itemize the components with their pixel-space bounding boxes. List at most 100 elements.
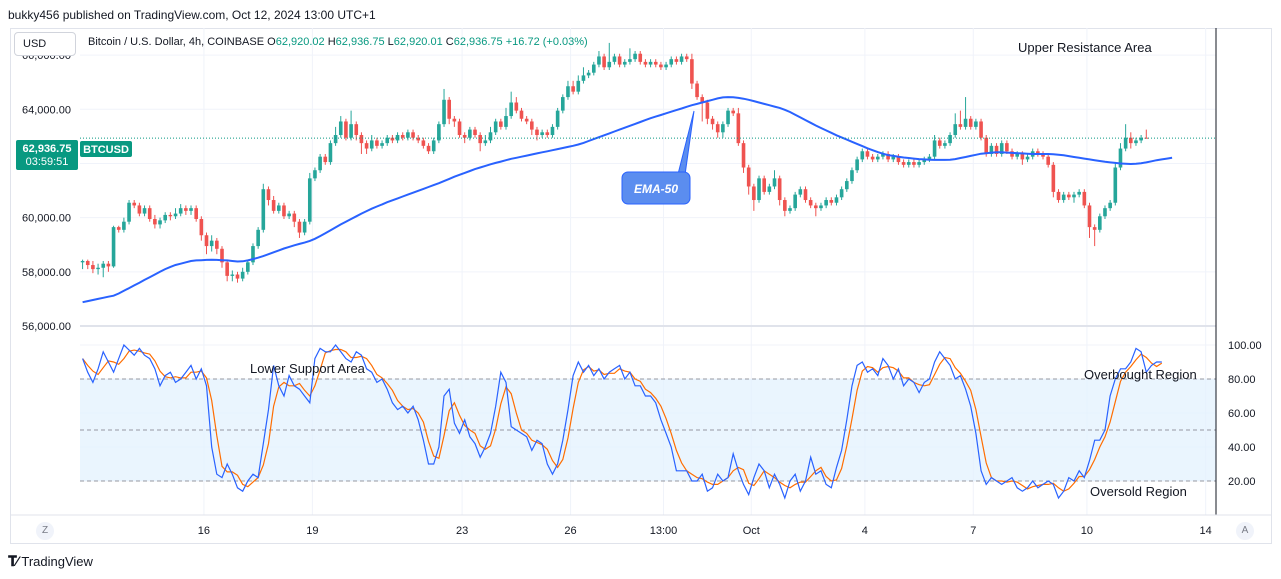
- candle: [473, 126, 477, 138]
- candle-body: [581, 75, 586, 81]
- candle: [127, 200, 131, 225]
- oversold-label: Oversold Region: [1090, 484, 1187, 499]
- candle-body: [499, 121, 503, 127]
- ema-callout-label: EMA-50: [634, 182, 678, 196]
- candle-body: [1123, 137, 1128, 149]
- candle: [91, 260, 95, 274]
- time-tick-label: 19: [306, 525, 318, 537]
- candle: [798, 186, 803, 198]
- candle-body: [147, 208, 152, 219]
- candle-body: [612, 56, 617, 62]
- candle-body: [736, 113, 741, 144]
- candle: [808, 197, 813, 209]
- candle-body: [1077, 191, 1081, 195]
- currency-button[interactable]: USD: [14, 32, 76, 56]
- candle-body: [803, 189, 808, 201]
- candle-body: [1010, 151, 1014, 157]
- candle: [271, 195, 276, 214]
- candle: [204, 232, 209, 255]
- legend-c-label: C: [445, 36, 454, 48]
- candle-body: [664, 64, 668, 68]
- candle: [994, 143, 999, 157]
- candle: [276, 202, 281, 214]
- candle: [354, 121, 359, 141]
- candle: [1056, 189, 1061, 203]
- lower-support-label: Lower Support Area: [250, 361, 366, 376]
- candle: [189, 205, 193, 215]
- candle: [715, 121, 720, 138]
- candle: [266, 186, 271, 206]
- candle-body: [199, 218, 204, 236]
- candle-body: [1098, 216, 1102, 230]
- candle: [731, 107, 736, 117]
- candle-body: [855, 159, 859, 171]
- candle: [437, 121, 441, 144]
- candle-body: [530, 121, 534, 130]
- stoch-tick-label: 60.00: [1228, 408, 1256, 420]
- candle-body: [917, 162, 921, 165]
- candle: [571, 80, 575, 95]
- candle-body: [576, 80, 581, 92]
- candle: [488, 126, 493, 144]
- candle-body: [318, 156, 322, 171]
- footer-brand[interactable]: TradingView: [21, 554, 93, 569]
- candle-body: [462, 135, 467, 138]
- candle-body: [220, 248, 224, 263]
- candle-body: [943, 143, 947, 146]
- candle: [550, 124, 555, 138]
- candle-body: [1139, 137, 1143, 141]
- legend-change: +16.72 (+0.03%): [505, 36, 588, 48]
- candle-body: [819, 205, 823, 209]
- candle: [679, 53, 684, 65]
- price-tag-countdown: 03:59:51: [26, 156, 69, 168]
- candle: [937, 137, 942, 149]
- candle-body: [814, 205, 818, 209]
- candle-body: [715, 124, 720, 133]
- candle: [235, 271, 240, 283]
- candle-body: [798, 189, 803, 195]
- candle-body: [974, 121, 978, 127]
- legend-o-value: 62,920.02: [275, 36, 325, 48]
- candle: [457, 118, 462, 138]
- candle: [669, 56, 674, 68]
- candle-body: [772, 178, 777, 187]
- candle-body: [783, 200, 787, 211]
- time-tick-label: 16: [198, 525, 210, 537]
- candle-body: [808, 200, 813, 206]
- auto-scale-button[interactable]: A: [1236, 522, 1254, 540]
- candle-body: [137, 205, 142, 214]
- candle-body: [834, 197, 839, 203]
- candle-body: [850, 170, 854, 182]
- candle-body: [431, 140, 436, 152]
- candle: [256, 227, 260, 249]
- candle-body: [359, 135, 364, 144]
- candle-body: [994, 145, 999, 154]
- candle-body: [643, 61, 648, 65]
- timezone-button[interactable]: Z: [36, 522, 54, 540]
- candle-body: [184, 208, 188, 211]
- candle: [400, 132, 405, 141]
- candle-body: [1046, 156, 1050, 165]
- candle-body: [380, 143, 384, 146]
- candle-body: [240, 271, 245, 279]
- candle: [147, 205, 152, 222]
- candle-body: [597, 56, 601, 65]
- candle: [1041, 151, 1045, 160]
- candle: [788, 205, 792, 214]
- candle-body: [865, 151, 870, 157]
- candle: [1082, 189, 1087, 209]
- legend-o-label: O: [267, 36, 276, 48]
- candle-body: [607, 61, 612, 68]
- candle-body: [566, 86, 570, 98]
- candle: [586, 69, 591, 79]
- candle: [999, 140, 1004, 157]
- candle-body: [483, 140, 488, 144]
- candle-body: [684, 56, 689, 60]
- candle-body: [364, 143, 369, 149]
- candle-body: [762, 178, 766, 192]
- candle: [560, 94, 565, 114]
- candle-body: [369, 140, 374, 149]
- candle: [106, 260, 111, 272]
- candle-body: [550, 126, 555, 136]
